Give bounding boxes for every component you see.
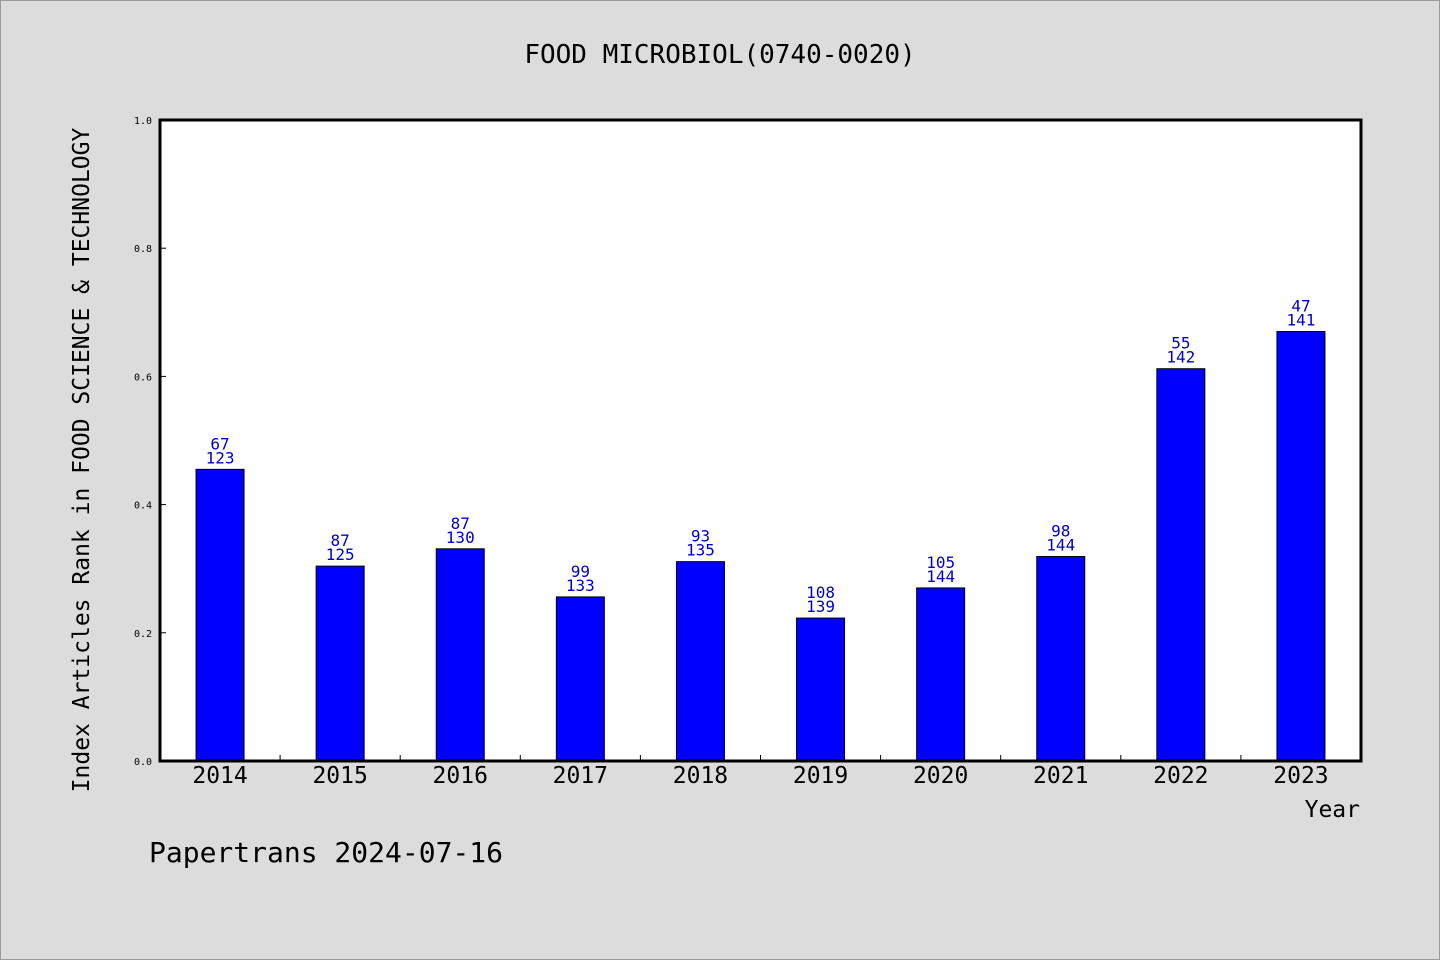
bar-rank-label: 108 xyxy=(806,583,835,602)
bar-rank-label: 87 xyxy=(331,531,350,550)
x-tick-label: 2018 xyxy=(673,763,728,789)
bar-2014 xyxy=(195,468,245,762)
bar-2023 xyxy=(1276,331,1326,762)
bar-2019 xyxy=(796,617,846,762)
bar-rank-label: 99 xyxy=(571,562,590,581)
bar-2015 xyxy=(315,565,365,762)
bar-total-label: 142 xyxy=(1166,348,1195,367)
x-tick-label: 2014 xyxy=(192,763,247,789)
bar-2017 xyxy=(555,596,605,762)
bar-rank-label: 67 xyxy=(210,434,229,453)
bar-2020 xyxy=(916,587,966,762)
y-tick-label: 0.2 xyxy=(134,629,152,640)
bar-total-label: 133 xyxy=(566,576,595,595)
bar-rank-label: 93 xyxy=(691,527,710,546)
x-axis-ticks: 2014 2015 2016 2017 2018 2019 2020 2021 2022 2023 xyxy=(192,755,1329,789)
bar-2021 xyxy=(1036,556,1086,762)
x-tick-label: 2023 xyxy=(1273,763,1328,789)
y-tick-label: 0.4 xyxy=(134,501,152,512)
y-tick-label: 0.6 xyxy=(134,372,152,383)
x-tick-label: 2015 xyxy=(312,763,367,789)
chart-title: FOOD MICROBIOL(0740-0020) xyxy=(524,40,915,70)
bar-total-label: 125 xyxy=(326,545,355,564)
bar-total-label: 135 xyxy=(686,541,715,560)
y-axis-label: Index Articles Rank in FOOD SCIENCE & TE… xyxy=(69,128,95,793)
bar-value-labels: 6712387125871309913393135108139105144981… xyxy=(206,297,1316,617)
bar-total-label: 144 xyxy=(1046,536,1075,555)
bar-2016 xyxy=(435,548,485,762)
bar-total-label: 139 xyxy=(806,597,835,616)
plot-border xyxy=(158,118,1363,763)
footer-credit: Papertrans 2024-07-16 xyxy=(149,836,503,869)
x-tick-label: 2016 xyxy=(433,763,488,789)
x-axis-label: Year xyxy=(1305,797,1360,823)
x-tick-label: 2022 xyxy=(1153,763,1208,789)
bars xyxy=(195,331,1326,762)
bar-total-label: 130 xyxy=(446,528,475,547)
y-tick-label: 0.0 xyxy=(134,757,152,768)
x-tick-label: 2020 xyxy=(913,763,968,789)
y-tick-label: 0.8 xyxy=(134,244,152,255)
bar-total-label: 123 xyxy=(206,448,235,467)
bar-rank-label: 105 xyxy=(926,553,955,572)
bar-2018 xyxy=(675,561,725,762)
bar-rank-label: 98 xyxy=(1051,522,1070,541)
x-tick-label: 2019 xyxy=(793,763,848,789)
bar-total-label: 141 xyxy=(1286,311,1315,330)
x-tick-label: 2021 xyxy=(1033,763,1088,789)
x-tick-label: 2017 xyxy=(553,763,608,789)
bar-rank-label: 47 xyxy=(1291,297,1310,316)
bar-rank-label: 55 xyxy=(1171,334,1190,353)
bar-rank-label: 87 xyxy=(451,514,470,533)
bar-total-label: 144 xyxy=(926,567,955,586)
bar-2022 xyxy=(1156,368,1206,762)
y-tick-label: 1.0 xyxy=(134,116,152,127)
